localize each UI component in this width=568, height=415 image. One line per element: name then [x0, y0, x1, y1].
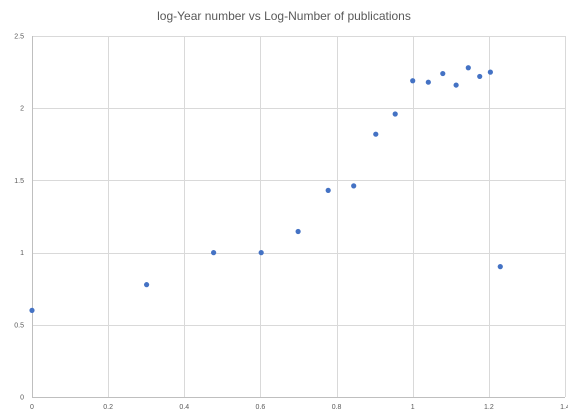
x-tick-label: 1.2: [484, 404, 494, 411]
scatter-point: [487, 69, 493, 75]
scatter-point: [325, 187, 331, 193]
scatter-point: [410, 78, 416, 84]
scatter-point: [258, 250, 264, 256]
x-tick-label: 0.4: [179, 404, 189, 411]
scatter-point: [440, 70, 446, 77]
x-tick-label: 0.8: [332, 404, 342, 411]
y-tick-label: 0.5: [14, 322, 24, 329]
y-tick-label: 1: [20, 250, 24, 257]
data-points: [29, 65, 503, 313]
axes: [32, 36, 565, 398]
y-axis-tick-labels: 0 0.5 1 1.5 2 2.5: [14, 34, 24, 402]
gridlines: [32, 36, 566, 397]
y-tick-label: 2.5: [14, 34, 24, 41]
scatter-point: [453, 82, 459, 88]
scatter-point: [425, 79, 431, 85]
scatter-point: [392, 111, 398, 117]
scatter-point: [295, 228, 301, 235]
scatter-point: [143, 282, 150, 288]
scatter-point: [351, 183, 357, 189]
scatter-point: [29, 307, 35, 313]
y-tick-label: 1.5: [14, 178, 24, 185]
x-tick-label: 0.6: [256, 404, 266, 411]
scatter-point: [465, 65, 471, 71]
scatter-point: [477, 73, 483, 80]
scatter-point: [211, 250, 217, 256]
y-tick-label: 0: [20, 395, 24, 402]
scatter-point: [373, 131, 379, 137]
x-tick-label: 1: [411, 404, 415, 411]
x-tick-label: 1.4: [560, 404, 568, 411]
scatter-point: [497, 264, 503, 270]
y-tick-label: 2: [20, 106, 24, 113]
x-tick-label: 0.2: [103, 404, 113, 411]
chart-title: log-Year number vs Log-Number of publica…: [157, 9, 411, 23]
x-axis-tick-labels: 0 0.2 0.4 0.6 0.8 1 1.2 1.4: [30, 404, 568, 411]
x-tick-label: 0: [30, 404, 34, 411]
